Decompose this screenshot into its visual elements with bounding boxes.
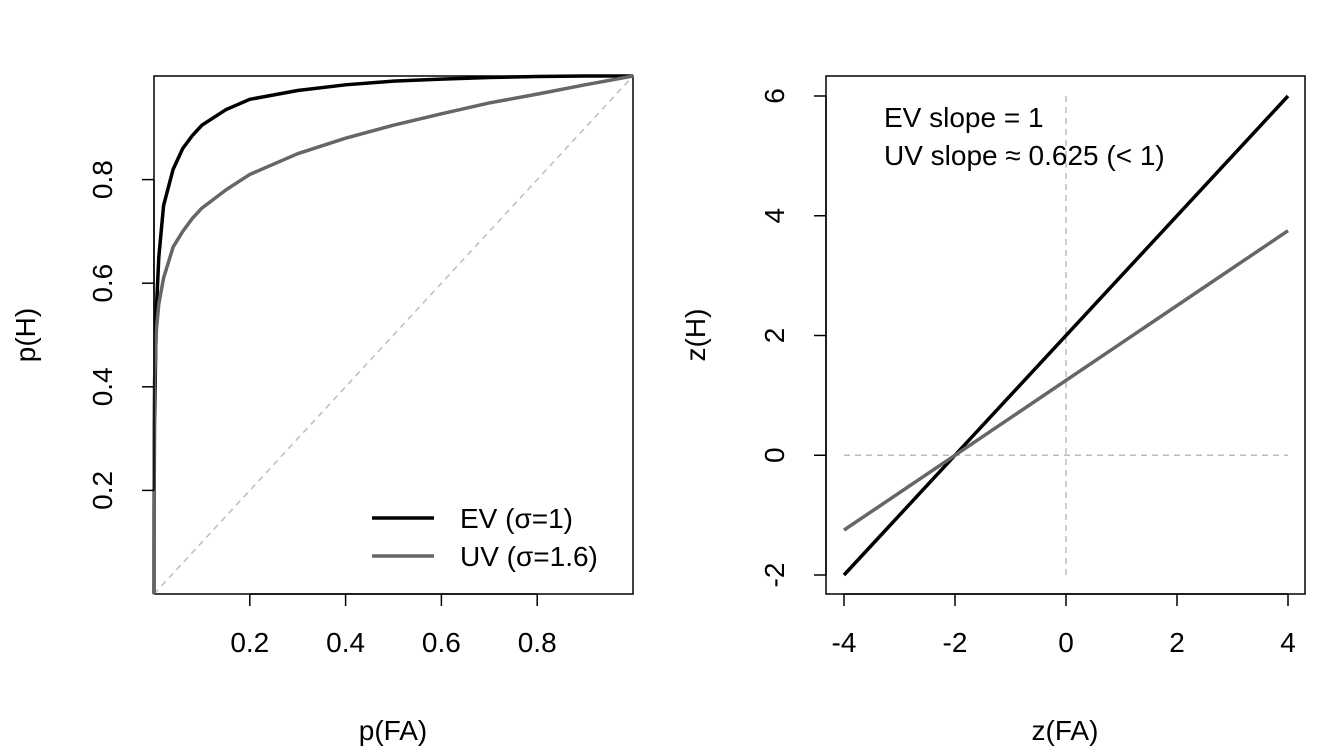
roc-series-ev-line [152,74,633,595]
roc-panel: 0.2 0.4 0.6 0.8 0.2 0.4 0.6 0.8 p(FA) p(H) EV … [10,74,634,746]
legend-label-uv: UV (σ=1.6) [460,541,598,572]
roc-reference-layer [153,75,634,595]
zroc-x-tick-label: -4 [832,627,857,658]
zroc-x-axis-label: z(FA) [1032,715,1099,746]
zroc-panel: -4 -2 0 2 4 -2 0 2 4 6 EV slope = 1 UV slope ≈ 0… [680,75,1306,746]
roc-y-tick-label: 0.2 [87,471,118,510]
roc-y-tick-label: 0.4 [87,367,118,406]
zroc-y-tick-label: 0 [759,447,790,463]
roc-x-tick-label: 0.8 [518,627,557,658]
zroc-series-layer [842,94,1290,577]
zroc-y-tick-label: 6 [759,88,790,104]
roc-x-axis: 0.2 0.4 0.6 0.8 [230,593,557,658]
roc-series-layer [152,74,634,595]
zroc-y-tick-label: -2 [759,563,790,588]
roc-x-tick-label: 0.2 [230,627,269,658]
roc-y-axis: 0.2 0.4 0.6 0.8 [87,160,155,510]
roc-y-axis-label: p(H) [10,308,41,362]
roc-x-tick-label: 0.4 [326,627,365,658]
roc-series-uv-line [152,74,634,595]
roc-y-tick-label: 0.6 [87,264,118,303]
roc-legend: EV (σ=1) UV (σ=1.6) [372,503,598,572]
roc-x-tick-label: 0.6 [422,627,461,658]
zroc-y-tick-label: 4 [759,208,790,224]
zroc-x-tick-label: -2 [943,627,968,658]
zroc-x-tick-label: 4 [1280,627,1296,658]
roc-x-axis-label: p(FA) [359,715,427,746]
zroc-x-tick-label: 0 [1058,627,1074,658]
zroc-x-tick-label: 2 [1169,627,1185,658]
zroc-y-axis-label: z(H) [680,309,711,362]
legend-label-ev: EV (σ=1) [460,503,573,534]
zroc-annotation-ev-slope: EV slope = 1 [884,102,1044,133]
roc-reference-line-diagonal [153,75,634,595]
zroc-x-axis: -4 -2 0 2 4 [832,593,1296,658]
roc-y-tick-label: 0.8 [87,160,118,199]
zroc-y-tick-label: 2 [759,328,790,344]
zroc-annotation-uv-slope: UV slope ≈ 0.625 (< 1) [884,140,1165,171]
zroc-reference-layer [844,96,1288,575]
zroc-series-uv-line [843,229,1289,532]
zroc-series-ev-line [842,94,1290,577]
zroc-y-axis: -2 0 2 4 6 [759,88,827,588]
